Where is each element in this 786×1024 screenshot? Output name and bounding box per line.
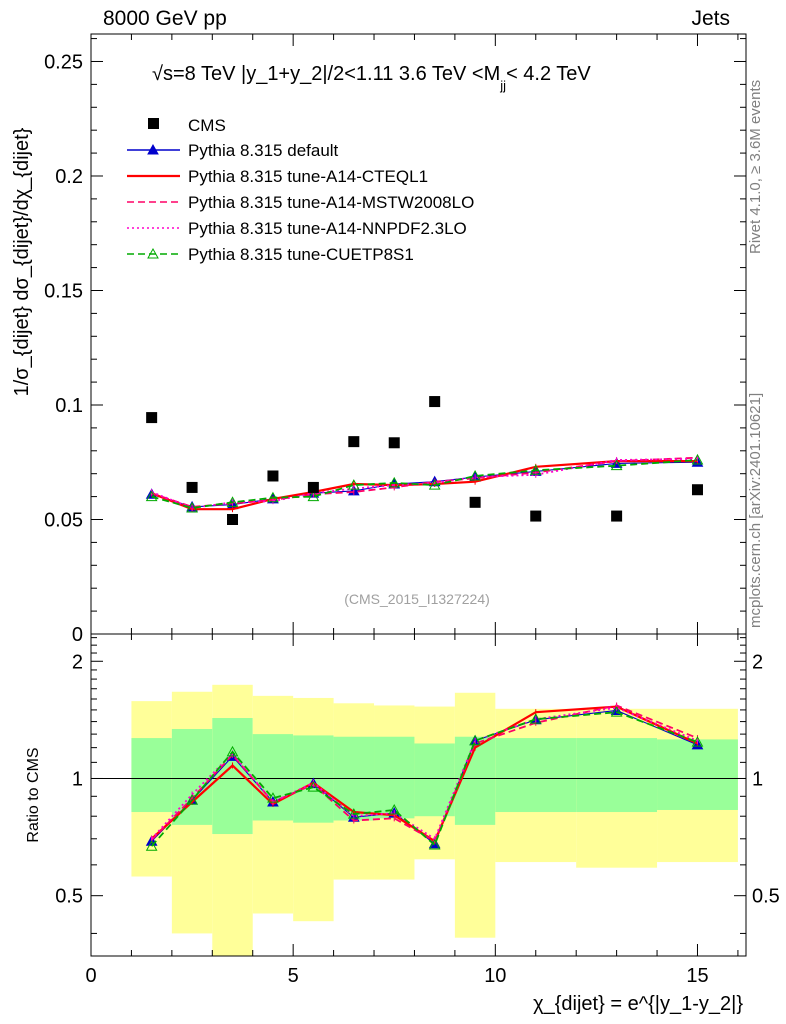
ratio-line-default bbox=[151, 709, 698, 845]
legend-label-cteql1: Pythia 8.315 tune-A14-CTEQL1 bbox=[188, 167, 428, 186]
data-point bbox=[348, 436, 360, 448]
legend-marker-cuetp8s1 bbox=[147, 247, 159, 259]
data-point bbox=[469, 496, 481, 508]
series-ratio-point-cuetp8s1 bbox=[307, 781, 320, 792]
legend-label-cms: CMS bbox=[188, 116, 226, 135]
band-inner-bin bbox=[212, 717, 253, 835]
ratio-line-cuetp8s1 bbox=[150, 711, 698, 847]
plot-title: √s=8 TeV |y_1+y_2|/2<1.11 3.6 TeV <Mjj< … bbox=[152, 63, 591, 93]
band-inner-bin bbox=[576, 738, 658, 813]
series-ratio-point-cuetp8s1 bbox=[267, 792, 279, 803]
ratio-plot-frame bbox=[90, 633, 747, 957]
main-ytick-label: 0 bbox=[72, 624, 83, 646]
band-inner-bin bbox=[171, 728, 213, 825]
band-inner-bin bbox=[495, 738, 577, 813]
data-point bbox=[429, 396, 441, 408]
series-ratio-point-cuetp8s1 bbox=[347, 808, 360, 819]
x-axis-label: χ_{dijet} = e^{|y_1-y_2|} bbox=[533, 993, 743, 1015]
data-point bbox=[186, 481, 198, 493]
legend-marker-default bbox=[147, 143, 159, 155]
series-ratio-point-cuetp8s1 bbox=[388, 803, 401, 815]
series-point-cuetp8s1 bbox=[691, 453, 704, 465]
data-point bbox=[691, 484, 703, 496]
xtick-label: 10 bbox=[484, 965, 506, 987]
data-point bbox=[530, 510, 542, 522]
series-point-cuetp8s1 bbox=[186, 502, 198, 513]
series-point-cuetp8s1 bbox=[226, 496, 239, 507]
series-ratio-point-cuetp8s1 bbox=[145, 840, 158, 851]
header-left-label: 8000 GeV pp bbox=[103, 7, 227, 30]
series-line-cuetp8s1 bbox=[151, 459, 698, 509]
data-point bbox=[388, 437, 400, 449]
ratio-uncertainty-bands bbox=[91, 684, 746, 956]
data-points bbox=[146, 396, 703, 525]
xtick-label: 0 bbox=[85, 965, 96, 987]
ratio-ytick-label-left: 2 bbox=[72, 651, 83, 673]
series-ratio-point-cuetp8s1 bbox=[186, 794, 198, 805]
main-ytick-label: 0.05 bbox=[44, 509, 83, 531]
data-point bbox=[227, 513, 239, 525]
main-ytick-label: 0.2 bbox=[55, 166, 83, 188]
ratio-y-axis-label: Ratio to CMS bbox=[25, 747, 42, 842]
ratio-ytick-label-right: 0.5 bbox=[752, 886, 780, 908]
data-point bbox=[267, 470, 279, 482]
series-ratio-point-cuetp8s1 bbox=[529, 713, 542, 724]
series-point-cuetp8s1 bbox=[307, 490, 320, 502]
ratio-ytick-label-right: 1 bbox=[752, 768, 763, 790]
ratio-line-cteql1 bbox=[150, 705, 698, 843]
xtick-label: 5 bbox=[288, 965, 299, 987]
series-ratio-point-cuetp8s1 bbox=[691, 736, 704, 747]
main-y-axis-label: 1/σ_{dijet} dσ_{dijet}/dχ_{dijet} bbox=[11, 127, 33, 396]
series-ratio-point-cuetp8s1 bbox=[469, 734, 481, 746]
series-point-cuetp8s1 bbox=[469, 469, 481, 481]
series-ratio-point-cuetp8s1 bbox=[226, 745, 239, 757]
series-point-cuetp8s1 bbox=[388, 476, 401, 488]
analysis-tag: (CMS_2015_I1327224) bbox=[344, 591, 490, 607]
data-point bbox=[146, 412, 158, 424]
legend-label-mstw: Pythia 8.315 tune-A14-MSTW2008LO bbox=[188, 193, 474, 212]
series-point-cuetp8s1 bbox=[529, 464, 542, 475]
ratio-line-nnpdf bbox=[150, 706, 698, 841]
data-point bbox=[611, 510, 623, 522]
band-inner-bin bbox=[131, 738, 172, 813]
data-point bbox=[307, 481, 319, 493]
band-inner-bin bbox=[657, 739, 738, 810]
ratio-line-mstw bbox=[150, 704, 698, 843]
band-inner-bin bbox=[414, 743, 455, 817]
legend-label-default: Pythia 8.315 default bbox=[188, 141, 339, 160]
series-point-cuetp8s1 bbox=[347, 479, 360, 490]
header-right-label: Jets bbox=[691, 7, 730, 30]
series-point-cuetp8s1 bbox=[145, 490, 158, 502]
main-ytick-label: 0.25 bbox=[44, 51, 83, 73]
axes bbox=[90, 33, 747, 957]
ratio-ytick-label-left: 1 bbox=[72, 768, 83, 790]
legend-label-cuetp8s1: Pythia 8.315 tune-CUETP8S1 bbox=[188, 245, 414, 264]
band-inner-bin bbox=[252, 734, 294, 821]
xtick-label: 15 bbox=[686, 965, 708, 987]
series-point-cuetp8s1 bbox=[428, 479, 441, 490]
main-ytick-label: 0.1 bbox=[55, 395, 83, 417]
series-line-mstw bbox=[151, 456, 698, 508]
mc-series bbox=[145, 453, 704, 851]
series-ratio-point-cuetp8s1 bbox=[610, 706, 623, 717]
legend-label-nnpdf: Pythia 8.315 tune-A14-NNPDF2.3LO bbox=[188, 219, 467, 238]
series-ratio-point-cuetp8s1 bbox=[428, 838, 441, 850]
ratio-ytick-label-left: 0.5 bbox=[55, 886, 83, 908]
series-point-cuetp8s1 bbox=[610, 459, 623, 471]
series-line-nnpdf bbox=[151, 457, 698, 509]
ratio-ytick-label-right: 2 bbox=[752, 651, 763, 673]
legend-marker-cms bbox=[148, 118, 159, 129]
band-inner-bin bbox=[374, 736, 415, 819]
main-ytick-label: 0.15 bbox=[44, 280, 83, 302]
series-point-cuetp8s1 bbox=[267, 491, 279, 503]
